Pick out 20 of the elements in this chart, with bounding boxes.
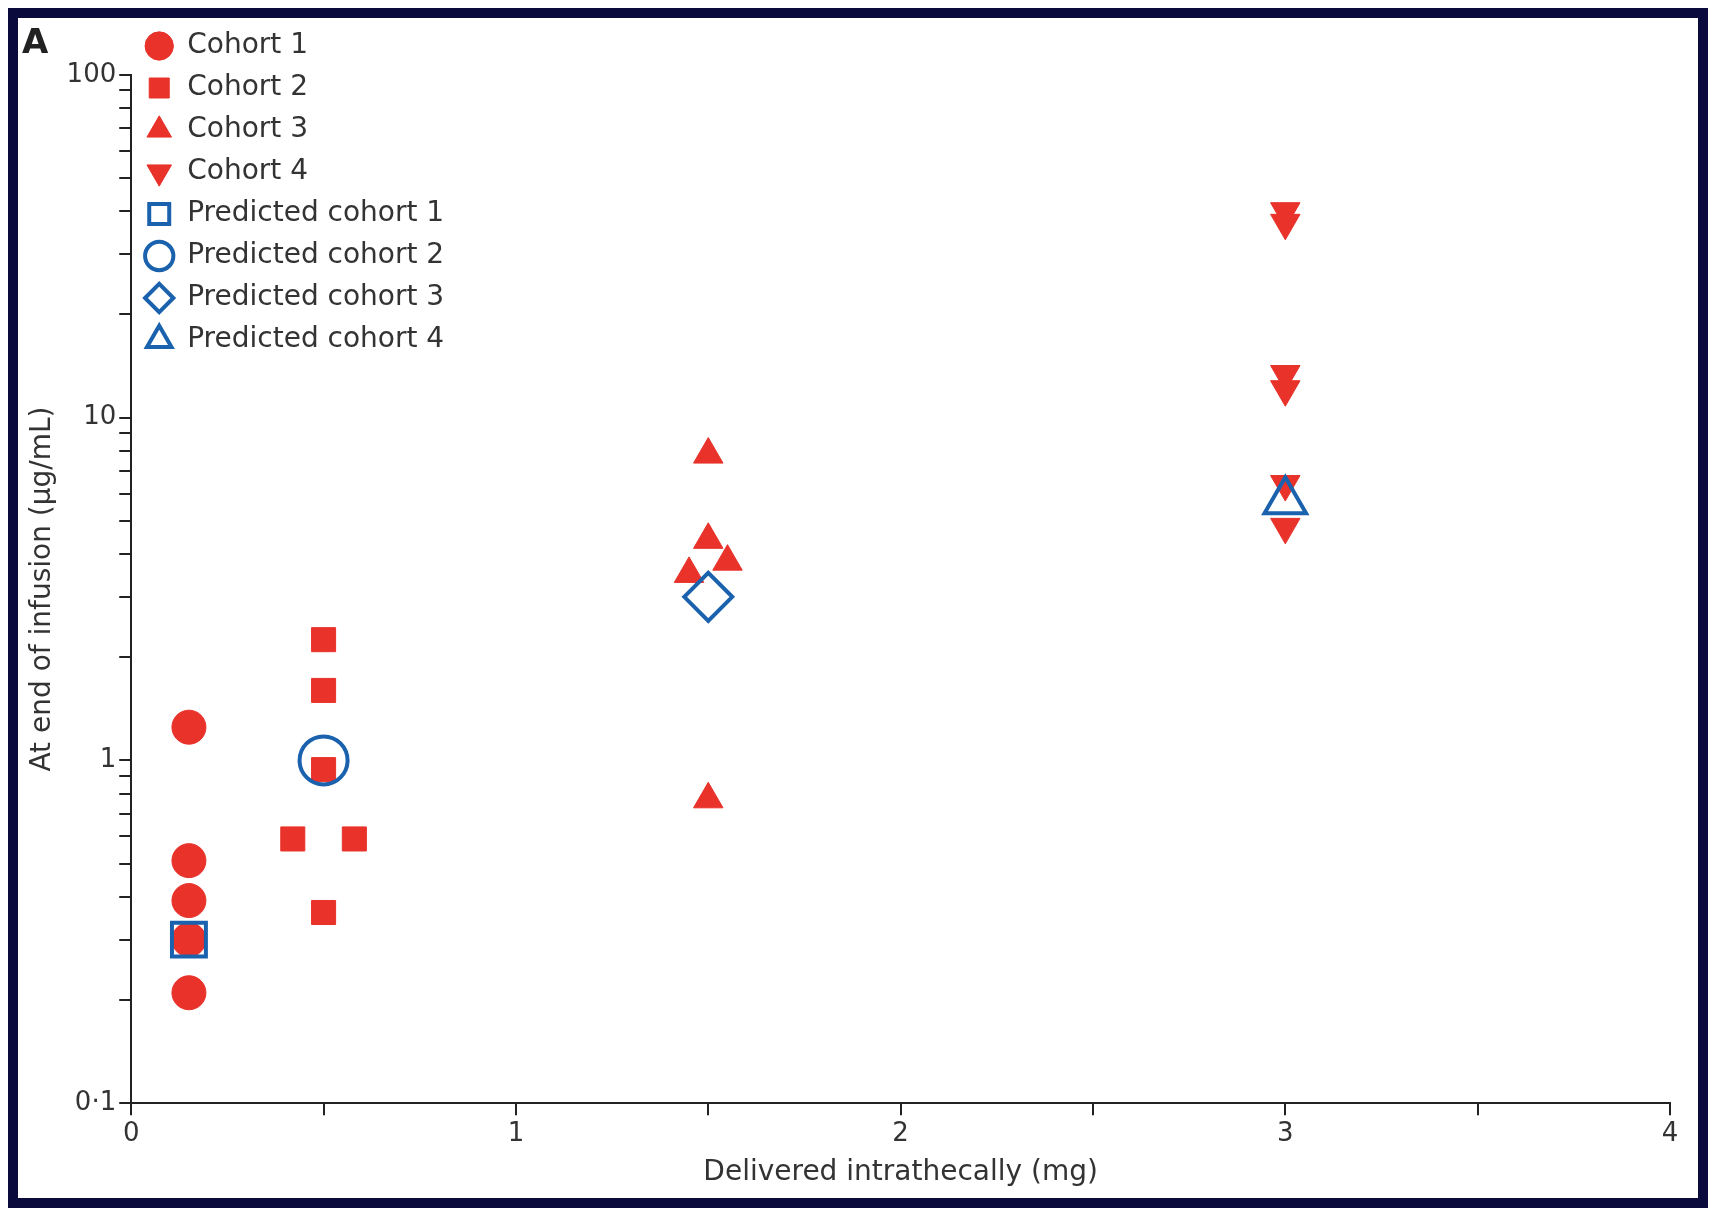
legend-label: Predicted cohort 1 [187,195,445,229]
x-tick-label: 2 [892,1116,909,1147]
y-tick-label: 100 [66,57,117,88]
x-tick-label: 4 [1661,1116,1679,1147]
x-axis-title: Delivered intrathecally (mg) [703,1154,1098,1188]
y-tick-label: 1 [99,743,117,774]
y-tick-label: 10 [83,400,117,431]
x-tick-label: 1 [507,1116,525,1147]
legend-label: Predicted cohort 3 [187,279,445,313]
legend-label: Predicted cohort 2 [187,237,445,271]
y-axis-title: At end of infusion (μg/mL) [24,406,58,772]
legend-label: Predicted cohort 4 [187,321,445,355]
legend-label: Cohort 4 [187,153,308,187]
y-tick-label: 0·1 [74,1085,117,1116]
chart-title: A [22,21,49,62]
x-tick-label: 0 [122,1116,140,1147]
x-tick-label: 3 [1277,1116,1294,1147]
legend-label: Cohort 2 [187,69,308,103]
legend-label: Cohort 3 [187,111,308,145]
legend-label: Cohort 1 [187,27,308,61]
